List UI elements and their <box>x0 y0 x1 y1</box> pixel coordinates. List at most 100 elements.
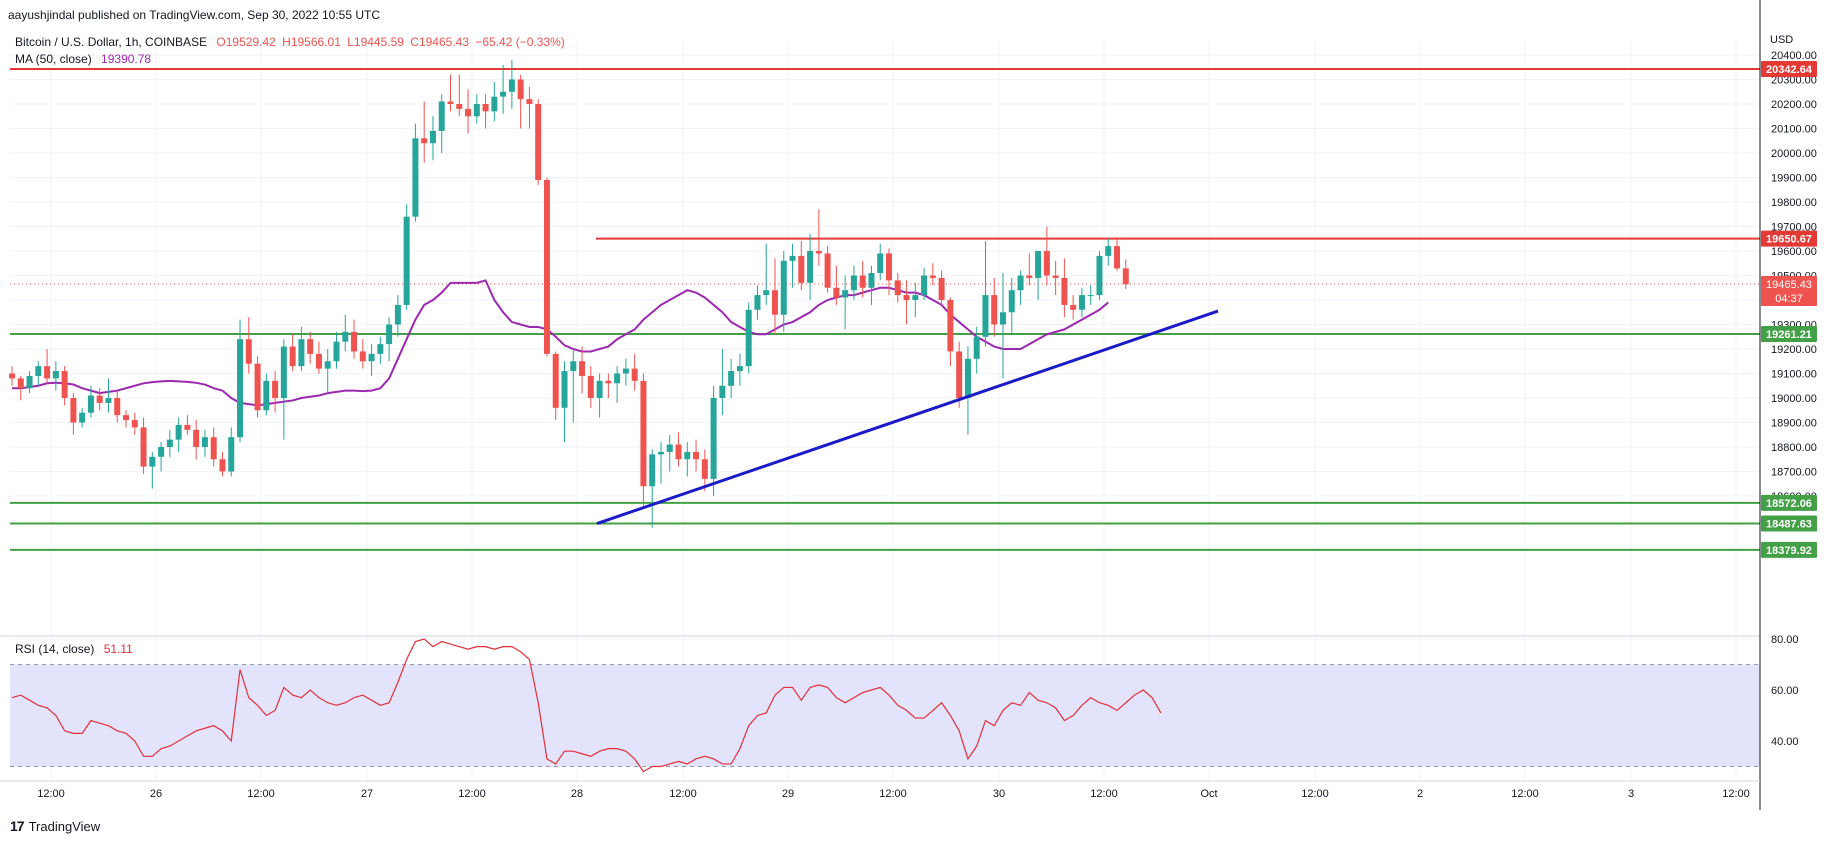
candle-body <box>587 375 594 398</box>
candle-body <box>254 363 261 411</box>
candle-body <box>657 451 664 455</box>
candle-body <box>763 290 770 296</box>
candle-body <box>87 395 94 413</box>
time-tick-label: 3 <box>1628 788 1634 800</box>
time-tick-label: 27 <box>361 788 373 800</box>
rsi-tick-label: 60.00 <box>1771 685 1799 697</box>
time-tick-label: 12:00 <box>1511 788 1539 800</box>
tradingview-logo[interactable]: 17 TradingView <box>10 818 100 834</box>
time-tick-label: 12:00 <box>1722 788 1750 800</box>
candle-body <box>614 373 621 384</box>
ohlc-low: L19445.59 <box>347 35 404 49</box>
level-price-tag-text: 18572.06 <box>1766 498 1812 510</box>
current-price-tag <box>1761 275 1817 306</box>
ohlc-change: −65.42 (−0.33%) <box>475 35 565 49</box>
candle-body <box>693 451 700 460</box>
candle-body <box>622 368 629 374</box>
trendline[interactable] <box>596 309 1219 525</box>
candle-body <box>324 361 331 369</box>
candle-body <box>403 216 410 305</box>
candle-body <box>789 255 796 261</box>
candle-body <box>1026 275 1033 278</box>
tradingview-logo-icon: 17 <box>10 818 25 834</box>
candle-body <box>728 371 735 386</box>
level-price-tag <box>1761 494 1817 511</box>
candle-body <box>351 331 358 352</box>
rsi-legend[interactable]: RSI (14, close) 51.11 <box>15 642 133 656</box>
candle-body <box>535 104 542 180</box>
level-price-tag <box>1761 541 1817 558</box>
candle-body <box>70 398 77 423</box>
time-tick-label: 29 <box>782 788 794 800</box>
candle-body <box>228 437 235 472</box>
candle-body <box>307 339 314 354</box>
candle-body <box>272 380 279 398</box>
candle-body <box>298 339 305 367</box>
rsi-band <box>0 635 1760 767</box>
candle-body <box>289 346 296 367</box>
candle-body <box>526 99 533 104</box>
candle-body <box>79 412 86 423</box>
candle-body <box>771 290 778 315</box>
ma-label: MA (50, close) <box>15 52 92 66</box>
candle-body <box>421 138 428 144</box>
candle-body <box>1043 251 1050 276</box>
candle-body <box>210 437 217 460</box>
current-price-tag-value: 19465.43 <box>1766 279 1812 291</box>
candle-body <box>166 439 173 447</box>
price-tick-label: 18700.00 <box>1771 467 1817 479</box>
candle-body <box>456 104 463 109</box>
candle-body <box>237 339 244 438</box>
symbol-name: Bitcoin / U.S. Dollar, 1h, COINBASE <box>15 35 208 49</box>
price-tick-label: 20400.00 <box>1771 50 1817 62</box>
price-tick-label: 18900.00 <box>1771 418 1817 430</box>
level-price-tag-text: 18379.92 <box>1766 545 1812 557</box>
candle-body <box>473 104 480 117</box>
candle-body <box>842 290 849 298</box>
candle-body <box>158 447 165 457</box>
time-tick-label: 12:00 <box>1090 788 1118 800</box>
candle-body <box>973 336 980 359</box>
candle-body <box>280 346 287 398</box>
candle-body <box>894 280 901 296</box>
candle-body <box>956 351 963 398</box>
candle-body <box>675 444 682 460</box>
candle-body <box>508 79 515 92</box>
candle-body <box>859 275 866 288</box>
level-price-tag <box>1761 230 1817 247</box>
symbol-legend[interactable]: Bitcoin / U.S. Dollar, 1h, COINBASE O195… <box>15 35 565 49</box>
time-tick-label: 12:00 <box>458 788 486 800</box>
candle-body <box>140 427 147 467</box>
ma-legend[interactable]: MA (50, close) 19390.78 <box>15 52 151 66</box>
candle-body <box>447 101 454 104</box>
candle-body <box>1070 304 1077 310</box>
candle-body <box>245 339 252 364</box>
ohlc-high: H19566.01 <box>282 35 341 49</box>
candle-body <box>964 358 971 398</box>
candle-body <box>868 273 875 288</box>
candle-body <box>386 324 393 345</box>
candle-body <box>394 304 401 325</box>
time-tick-label: 26 <box>150 788 162 800</box>
level-price-tag-text: 18487.63 <box>1766 519 1812 531</box>
candle-body <box>991 295 998 325</box>
rsi-label: RSI (14, close) <box>15 642 95 656</box>
candle-body <box>175 424 182 440</box>
candle-body <box>552 353 559 408</box>
candle-body <box>105 398 112 403</box>
candle-body <box>886 253 892 281</box>
candle-body <box>824 253 831 288</box>
candle-body <box>52 371 59 379</box>
candle-body <box>9 373 15 379</box>
candle-body <box>429 130 436 144</box>
price-labels: 20342.64 19650.67 19261.21 18572.06 18487.63… <box>1761 61 1817 558</box>
candle-body <box>754 295 761 310</box>
candle-body <box>465 108 472 117</box>
candle-body <box>1078 295 1085 310</box>
candle-body <box>815 251 822 254</box>
candle-body <box>833 287 840 298</box>
level-price-tag-text: 19261.21 <box>1766 329 1812 341</box>
candle-body <box>579 361 586 376</box>
candle-body <box>921 275 928 296</box>
